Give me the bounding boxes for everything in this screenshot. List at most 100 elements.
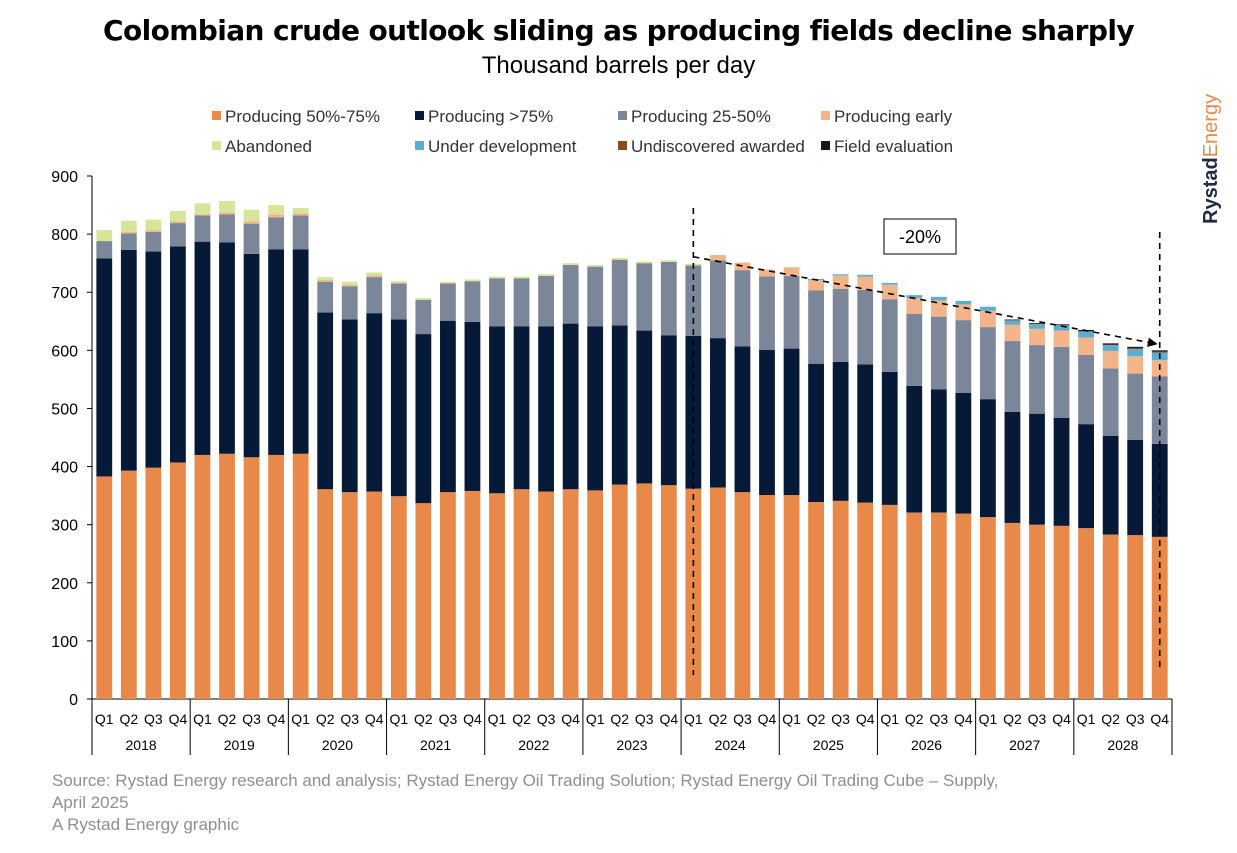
bar-segment — [96, 476, 113, 699]
bar-segment — [980, 306, 996, 311]
bar-segment — [832, 288, 849, 362]
bar-segment — [538, 491, 554, 699]
bar-segment — [341, 492, 358, 699]
legend-label: Under development — [428, 137, 577, 156]
y-tick-label: 600 — [51, 343, 78, 360]
axes: 0 100 200 300 400 500 600 700 800 900 Q1 Q2 Q3 Q4 Q1 Q2… — [51, 169, 1173, 755]
bar-segment — [710, 338, 726, 488]
bar-segment — [832, 500, 849, 699]
x-tick-label: Q3 — [929, 711, 948, 727]
bar-segment — [145, 231, 162, 252]
bar-segment — [170, 246, 186, 463]
bar-segment — [1102, 350, 1119, 369]
bar-segment — [96, 230, 113, 242]
bar-segment — [1078, 331, 1094, 338]
bar-segment — [317, 280, 334, 282]
bar-segment — [292, 453, 309, 699]
bar-segment — [808, 280, 824, 291]
bar-segment — [292, 249, 309, 454]
bar-segment — [881, 284, 898, 300]
bar-segment — [145, 467, 162, 699]
bar-segment — [120, 470, 137, 699]
bar-segment — [292, 213, 309, 216]
bar-segment — [783, 495, 800, 699]
bar-segment — [170, 221, 186, 224]
x-tick-label: Q2 — [905, 711, 924, 727]
x-tick-label: Q4 — [659, 711, 678, 727]
bar-segment — [1127, 349, 1144, 357]
x-tick-label: Q1 — [389, 711, 408, 727]
bar-segment — [1127, 356, 1144, 374]
x-tick-label: Q1 — [979, 711, 998, 727]
bar-segment — [1053, 330, 1070, 347]
x-tick-label: Q4 — [463, 711, 482, 727]
bar-segment — [219, 242, 235, 454]
bar-segment — [1102, 368, 1119, 436]
bar-segment — [390, 281, 407, 284]
bar-segment — [734, 346, 751, 493]
bar-segment — [1053, 346, 1070, 418]
bar-segment — [292, 207, 309, 214]
bar-segment — [489, 493, 505, 699]
bar-segment — [1053, 325, 1070, 331]
bar-segment — [1102, 343, 1119, 345]
x-tick-label: Q2 — [1003, 711, 1022, 727]
bar-segment — [759, 276, 775, 350]
bar-segment — [341, 319, 358, 493]
bar-segment — [1004, 411, 1021, 523]
bar-segment — [194, 241, 211, 455]
bar-segment — [1004, 341, 1021, 412]
legend-label: Producing 50%-75% — [225, 107, 380, 126]
bar-segment — [170, 223, 186, 247]
change-label: -20% — [899, 227, 941, 247]
bar-segment — [1053, 525, 1070, 699]
bar-segment — [366, 272, 383, 276]
bar-segment — [268, 205, 284, 215]
bar-segment — [440, 283, 456, 321]
bar-segment — [1053, 324, 1070, 326]
bar-segment — [1004, 324, 1021, 342]
bar-segment — [1029, 345, 1045, 414]
bar-segment — [1078, 337, 1094, 355]
bar-segment — [1004, 320, 1021, 321]
year-label: 2018 — [126, 737, 157, 753]
bar-segment — [660, 485, 677, 699]
bar-segment — [268, 454, 284, 699]
legend-swatch — [821, 141, 830, 150]
bar-segment — [415, 299, 432, 335]
bar-segment — [219, 200, 235, 213]
bar-segment — [440, 320, 456, 493]
bar-segment — [341, 284, 358, 287]
bar-segment — [390, 319, 407, 497]
bar-segment — [243, 457, 260, 699]
bar-segment — [930, 300, 947, 317]
bar-segment — [194, 215, 211, 242]
bar-segment — [906, 512, 923, 699]
bar-segment — [832, 275, 849, 289]
bar-segment — [611, 257, 628, 260]
x-tick-label: Q2 — [512, 711, 531, 727]
bar-segment — [1102, 435, 1119, 535]
bar-segment — [538, 275, 554, 327]
x-tick-label: Q1 — [488, 711, 507, 727]
bar-segment — [341, 286, 358, 320]
chart-title: Colombian crude outlook sliding as produ… — [103, 14, 1135, 47]
trend-arrowhead — [1147, 337, 1158, 347]
bar-segment — [1102, 344, 1119, 346]
x-tick-label: Q3 — [439, 711, 458, 727]
y-tick-label: 500 — [51, 401, 78, 418]
bar-segment — [759, 269, 775, 277]
year-label: 2020 — [322, 737, 353, 753]
bar-segment — [538, 274, 554, 276]
bar-segment — [611, 484, 628, 699]
bar-segment — [390, 496, 407, 699]
x-tick-label: Q1 — [880, 711, 899, 727]
bar-segment — [881, 504, 898, 699]
year-label: 2024 — [715, 737, 746, 753]
bar-segment — [660, 335, 677, 486]
x-tick-label: Q3 — [1126, 711, 1145, 727]
bar-segment — [341, 281, 358, 285]
x-tick-label: Q3 — [733, 711, 752, 727]
bar-segment — [955, 513, 972, 699]
